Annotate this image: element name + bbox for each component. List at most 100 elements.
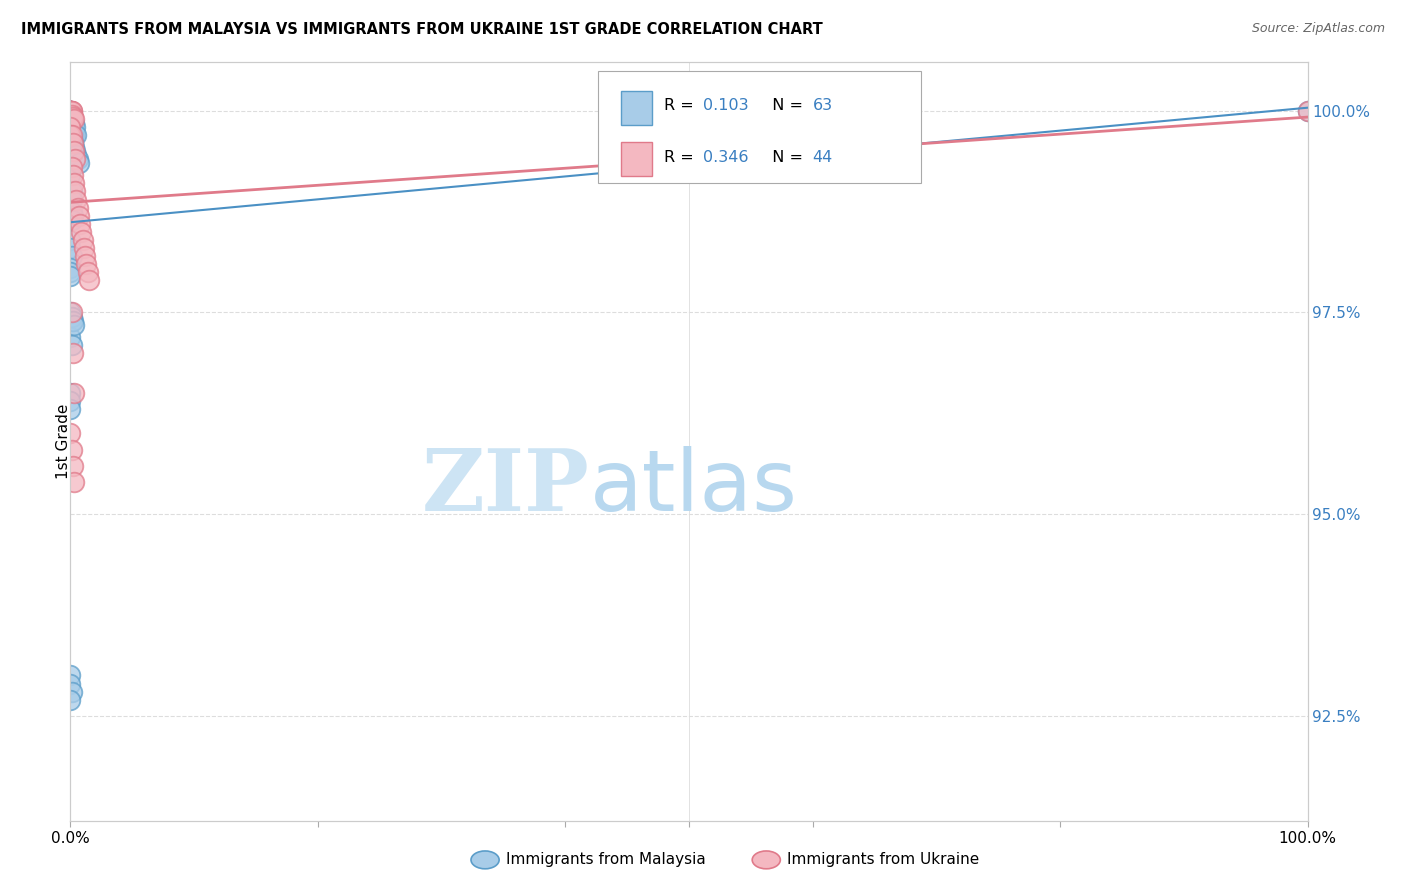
Point [60, 112, 83, 126]
Point [59, 394, 82, 409]
Point [60, 128, 83, 142]
Point [62, 128, 84, 142]
Point [60, 442, 83, 457]
Point [59, 103, 82, 118]
Text: 0.103: 0.103 [703, 98, 748, 113]
Point [59, 103, 82, 118]
Point [60, 313, 83, 327]
Point [65, 128, 87, 142]
Point [59, 103, 82, 118]
Point [59, 103, 82, 118]
Point [1296, 103, 1319, 118]
Point [60, 132, 83, 146]
Point [59, 103, 82, 118]
Text: N =: N = [762, 98, 808, 113]
Text: R =: R = [664, 150, 703, 165]
Point [63, 128, 86, 142]
Point [69, 217, 91, 231]
Point [59, 103, 82, 118]
Point [63, 144, 86, 158]
Point [59, 103, 82, 118]
Text: atlas: atlas [591, 445, 799, 529]
Point [59, 426, 82, 441]
Point [59, 103, 82, 118]
Point [60, 310, 83, 324]
Point [60, 684, 83, 698]
Point [63, 112, 86, 126]
Point [60, 185, 83, 199]
Point [59, 161, 82, 175]
Point [60, 305, 83, 319]
Point [60, 108, 83, 122]
Point [67, 209, 90, 223]
Point [60, 112, 83, 126]
Point [60, 103, 83, 118]
Point [62, 209, 84, 223]
Point [59, 169, 82, 183]
Point [59, 386, 82, 401]
Point [59, 103, 82, 118]
Point [76, 265, 98, 279]
Point [62, 313, 84, 327]
Point [59, 668, 82, 682]
Y-axis label: 1st Grade: 1st Grade [56, 404, 70, 479]
Point [60, 204, 83, 219]
Text: IMMIGRANTS FROM MALAYSIA VS IMMIGRANTS FROM UKRAINE 1ST GRADE CORRELATION CHART: IMMIGRANTS FROM MALAYSIA VS IMMIGRANTS F… [21, 22, 823, 37]
Point [65, 148, 87, 162]
Point [63, 140, 86, 154]
Point [59, 103, 82, 118]
Point [59, 103, 82, 118]
Point [60, 108, 83, 122]
Point [59, 103, 82, 118]
Point [60, 128, 83, 142]
Text: 63: 63 [813, 98, 832, 113]
Text: ZIP: ZIP [422, 445, 591, 529]
Point [59, 103, 82, 118]
Point [59, 120, 82, 134]
Point [59, 676, 82, 690]
Point [62, 136, 84, 150]
Point [59, 265, 82, 279]
Point [60, 116, 83, 130]
Point [59, 103, 82, 118]
Point [59, 305, 82, 319]
Point [59, 153, 82, 167]
Point [75, 249, 97, 263]
Point [59, 112, 82, 126]
Point [62, 458, 84, 473]
Text: N =: N = [762, 150, 808, 165]
Point [60, 337, 83, 351]
Text: 44: 44 [813, 150, 832, 165]
Point [59, 233, 82, 247]
Point [60, 136, 83, 150]
Point [62, 346, 84, 360]
Point [63, 318, 86, 332]
Point [59, 402, 82, 417]
Text: Immigrants from Malaysia: Immigrants from Malaysia [506, 853, 706, 867]
Point [66, 153, 89, 167]
Point [65, 153, 87, 167]
Point [62, 136, 84, 150]
Point [59, 144, 82, 158]
Point [66, 201, 89, 215]
Point [62, 120, 84, 134]
Point [59, 128, 82, 142]
Point [59, 103, 82, 118]
Point [60, 120, 83, 134]
Point [59, 103, 82, 118]
Point [63, 475, 86, 489]
Point [60, 212, 83, 227]
Text: Immigrants from Ukraine: Immigrants from Ukraine [787, 853, 980, 867]
Point [62, 110, 84, 124]
Point [62, 169, 84, 183]
Point [70, 225, 93, 239]
Point [65, 185, 87, 199]
Point [65, 120, 87, 134]
Point [67, 156, 90, 170]
Point [59, 103, 82, 118]
Point [1296, 103, 1319, 118]
Point [65, 144, 87, 158]
Point [59, 329, 82, 343]
Point [63, 177, 86, 191]
Point [60, 161, 83, 175]
